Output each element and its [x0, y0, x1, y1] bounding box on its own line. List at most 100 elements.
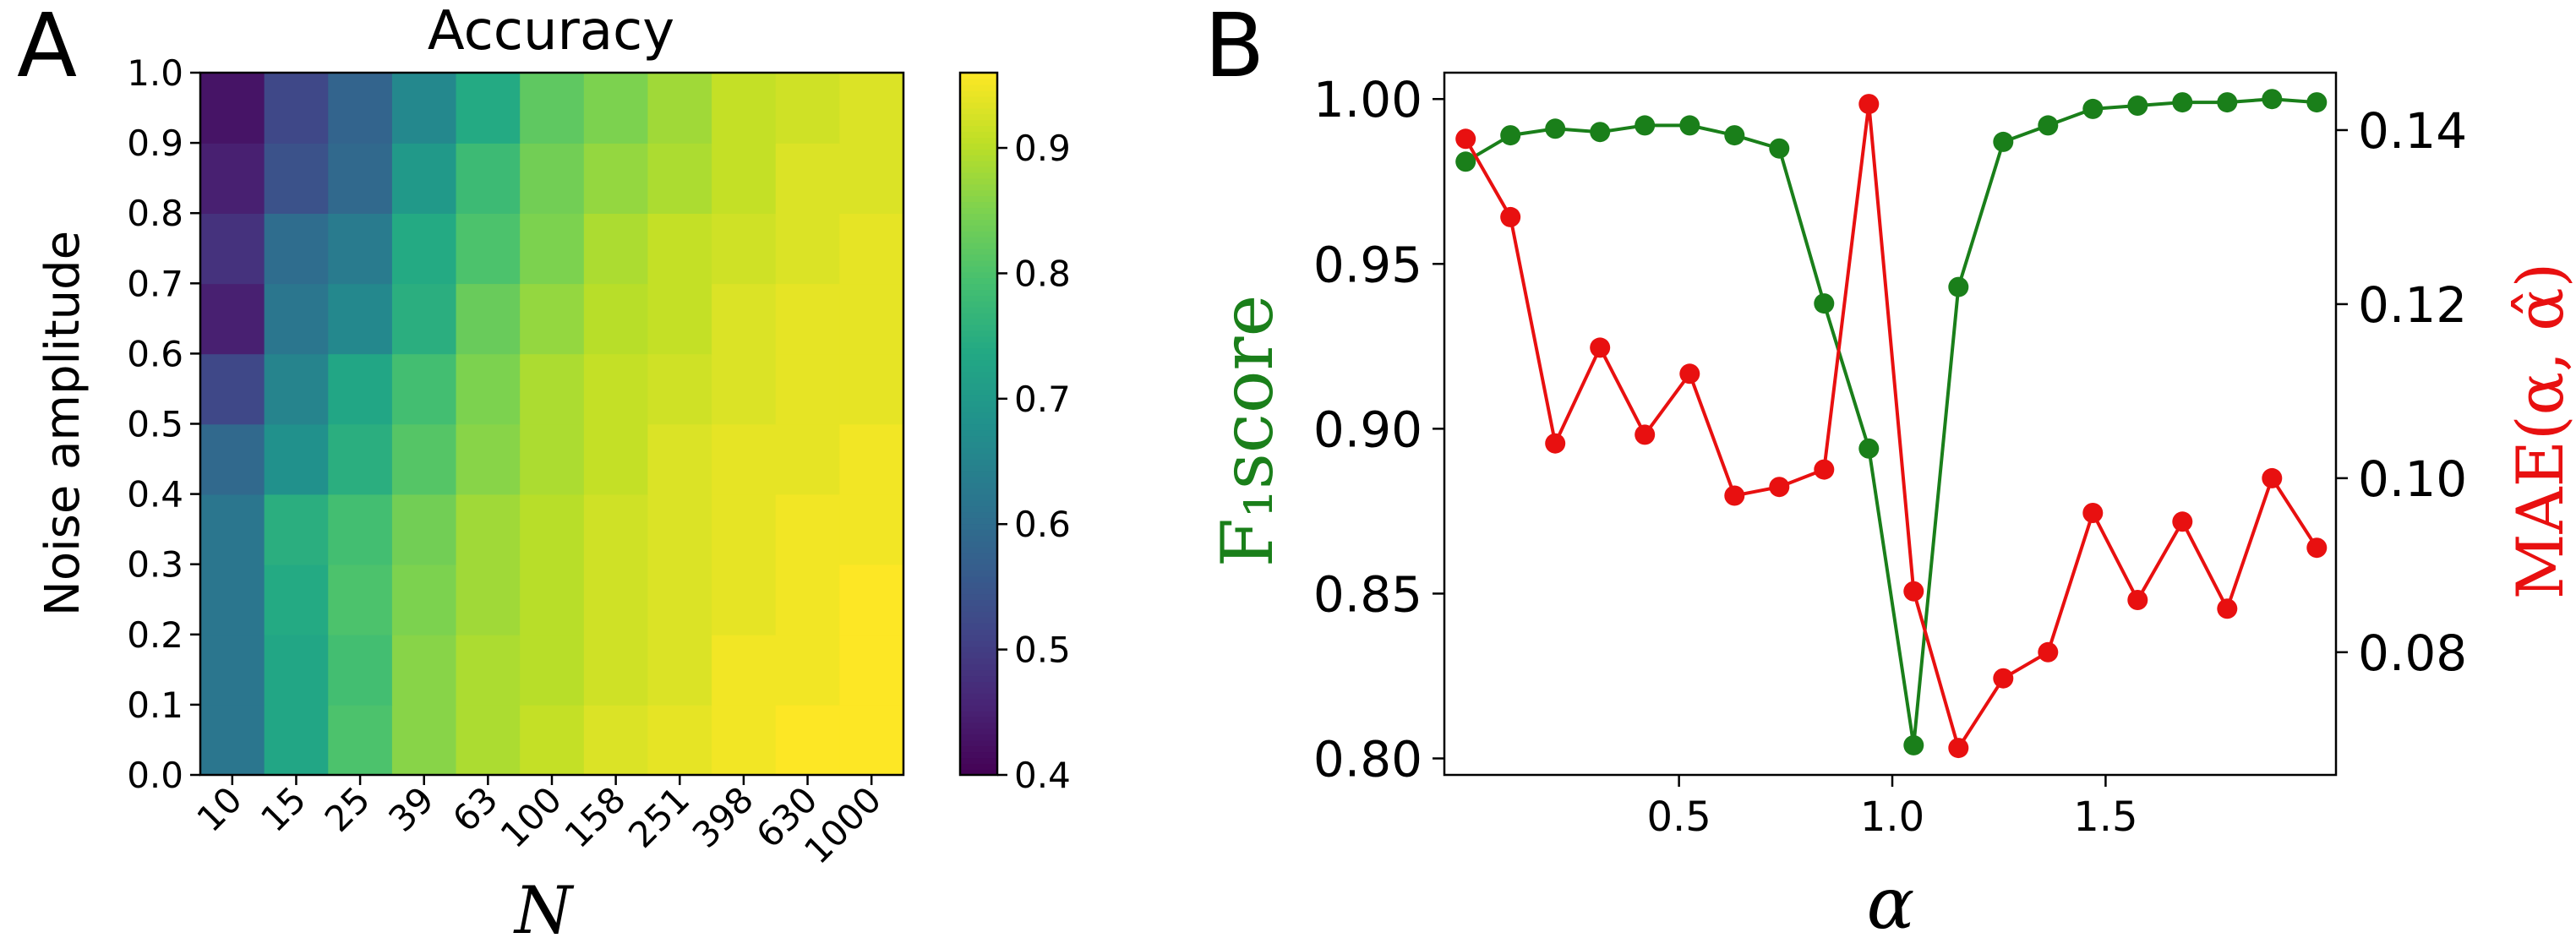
colorbar-segment — [960, 341, 997, 349]
colorbar-segment — [960, 95, 997, 103]
colorbar-segment — [960, 622, 997, 630]
heatmap-cell — [200, 143, 265, 214]
colorbar-segment — [960, 149, 997, 155]
colorbar-segment — [960, 412, 997, 419]
colorbar-segment — [960, 464, 997, 472]
heatmap-cell — [775, 494, 841, 565]
colorbar-segment — [960, 681, 997, 688]
colorbar-segment — [960, 259, 997, 267]
heatmap-cell — [583, 353, 649, 425]
f1-tick-label: 0.95 — [1313, 236, 1422, 293]
f1-data-point — [1724, 125, 1745, 146]
colorbar-segment — [960, 552, 997, 559]
colorbar-segment — [960, 265, 997, 273]
colorbar-segment — [960, 745, 997, 753]
mae-data-point — [1769, 477, 1790, 498]
colorbar-segment — [960, 289, 997, 296]
colorbar-segment — [960, 73, 997, 79]
mae-data-point — [2082, 503, 2104, 523]
heatmap-cell — [200, 494, 265, 565]
heatmap-cell — [647, 213, 712, 285]
heatmap-cell — [775, 423, 841, 495]
heatmap-cell — [775, 143, 841, 214]
heatmap-cell — [839, 634, 904, 706]
colorbar-segment — [960, 353, 997, 361]
heatmap-cell — [712, 423, 777, 495]
colorbar-segment — [960, 394, 997, 401]
heatmap-cell — [456, 494, 521, 565]
colorbar-segment — [960, 494, 997, 501]
heatmap-cell — [583, 423, 649, 495]
colorbar-segment — [960, 575, 997, 583]
colorbar-segment — [960, 693, 997, 700]
heatmap-cell — [520, 353, 585, 425]
colorbar-segment — [960, 78, 997, 85]
colorbar-segment — [960, 734, 997, 741]
heatmap-cell — [775, 73, 841, 144]
colorbar-segment — [960, 283, 997, 291]
colorbar-segment — [960, 499, 997, 507]
colorbar-segment — [960, 312, 997, 319]
colorbar-segment — [960, 330, 997, 337]
heatmap-cell — [456, 564, 521, 635]
heatmap-cell — [647, 634, 712, 706]
heatmap-cell — [712, 353, 777, 425]
colorbar-segment — [960, 546, 997, 554]
mae-data-point — [2172, 511, 2193, 532]
colorbar-segment — [960, 628, 997, 635]
colorbar-segment — [960, 295, 997, 302]
heatmap-y-tick-label: 0.4 — [127, 474, 183, 515]
colorbar-segment — [960, 254, 997, 261]
f1-data-point — [1903, 734, 1924, 755]
heatmap-cell — [391, 423, 457, 495]
heatmap-cell — [839, 353, 904, 425]
mae-tick-label: 0.08 — [2358, 624, 2467, 682]
heatmap-cell — [391, 213, 457, 285]
colorbar-segment — [960, 763, 997, 770]
heatmap-y-tick-label: 0.8 — [127, 193, 183, 234]
mae-data-point — [2127, 590, 2148, 610]
heatmap-cell — [647, 704, 712, 776]
colorbar-segment — [960, 84, 997, 91]
colorbar-segment — [960, 423, 997, 431]
heatmap-cell — [520, 213, 585, 285]
colorbar-segment — [960, 365, 997, 372]
f1-data-point — [2127, 95, 2148, 116]
heatmap-cell — [391, 73, 457, 144]
mae-data-point — [2306, 537, 2328, 559]
colorbar-segment — [960, 324, 997, 331]
heatmap-cell — [200, 213, 265, 285]
f1-tick-label: 0.85 — [1313, 565, 1422, 623]
f1-data-point — [1679, 115, 1700, 136]
heatmap-cell — [328, 143, 393, 214]
colorbar-segment — [960, 675, 997, 682]
colorbar-segment — [960, 137, 997, 144]
colorbar-segment — [960, 593, 997, 601]
mae-data-point — [1635, 424, 1656, 445]
colorbar-segment — [960, 388, 997, 395]
heatmap-x-tick-label: 1000 — [796, 778, 889, 871]
heatmap-cell — [712, 494, 777, 565]
heatmap-cell — [264, 73, 330, 144]
colorbar-segment — [960, 652, 997, 659]
heatmap-cell — [391, 494, 457, 565]
colorbar-segment — [960, 634, 997, 641]
f1-data-point — [1814, 293, 1835, 314]
heatmap-cell — [712, 213, 777, 285]
heatmap-cell — [520, 704, 585, 776]
heatmap-cell — [520, 634, 585, 706]
mae-data-point — [1455, 128, 1476, 150]
colorbar-segment — [960, 90, 997, 97]
heatmap-cell — [200, 283, 265, 355]
heatmap-cell — [264, 634, 330, 706]
mae-data-point — [2217, 598, 2238, 619]
heatmap-cell — [200, 704, 265, 776]
heatmap-cell — [328, 704, 393, 776]
heatmap-cell — [839, 213, 904, 285]
mae-data-point — [1858, 94, 1880, 115]
heatmap-cell — [264, 213, 330, 285]
colorbar-segment — [960, 307, 997, 314]
colorbar-segment — [960, 177, 997, 185]
colorbar-segment — [960, 107, 997, 115]
